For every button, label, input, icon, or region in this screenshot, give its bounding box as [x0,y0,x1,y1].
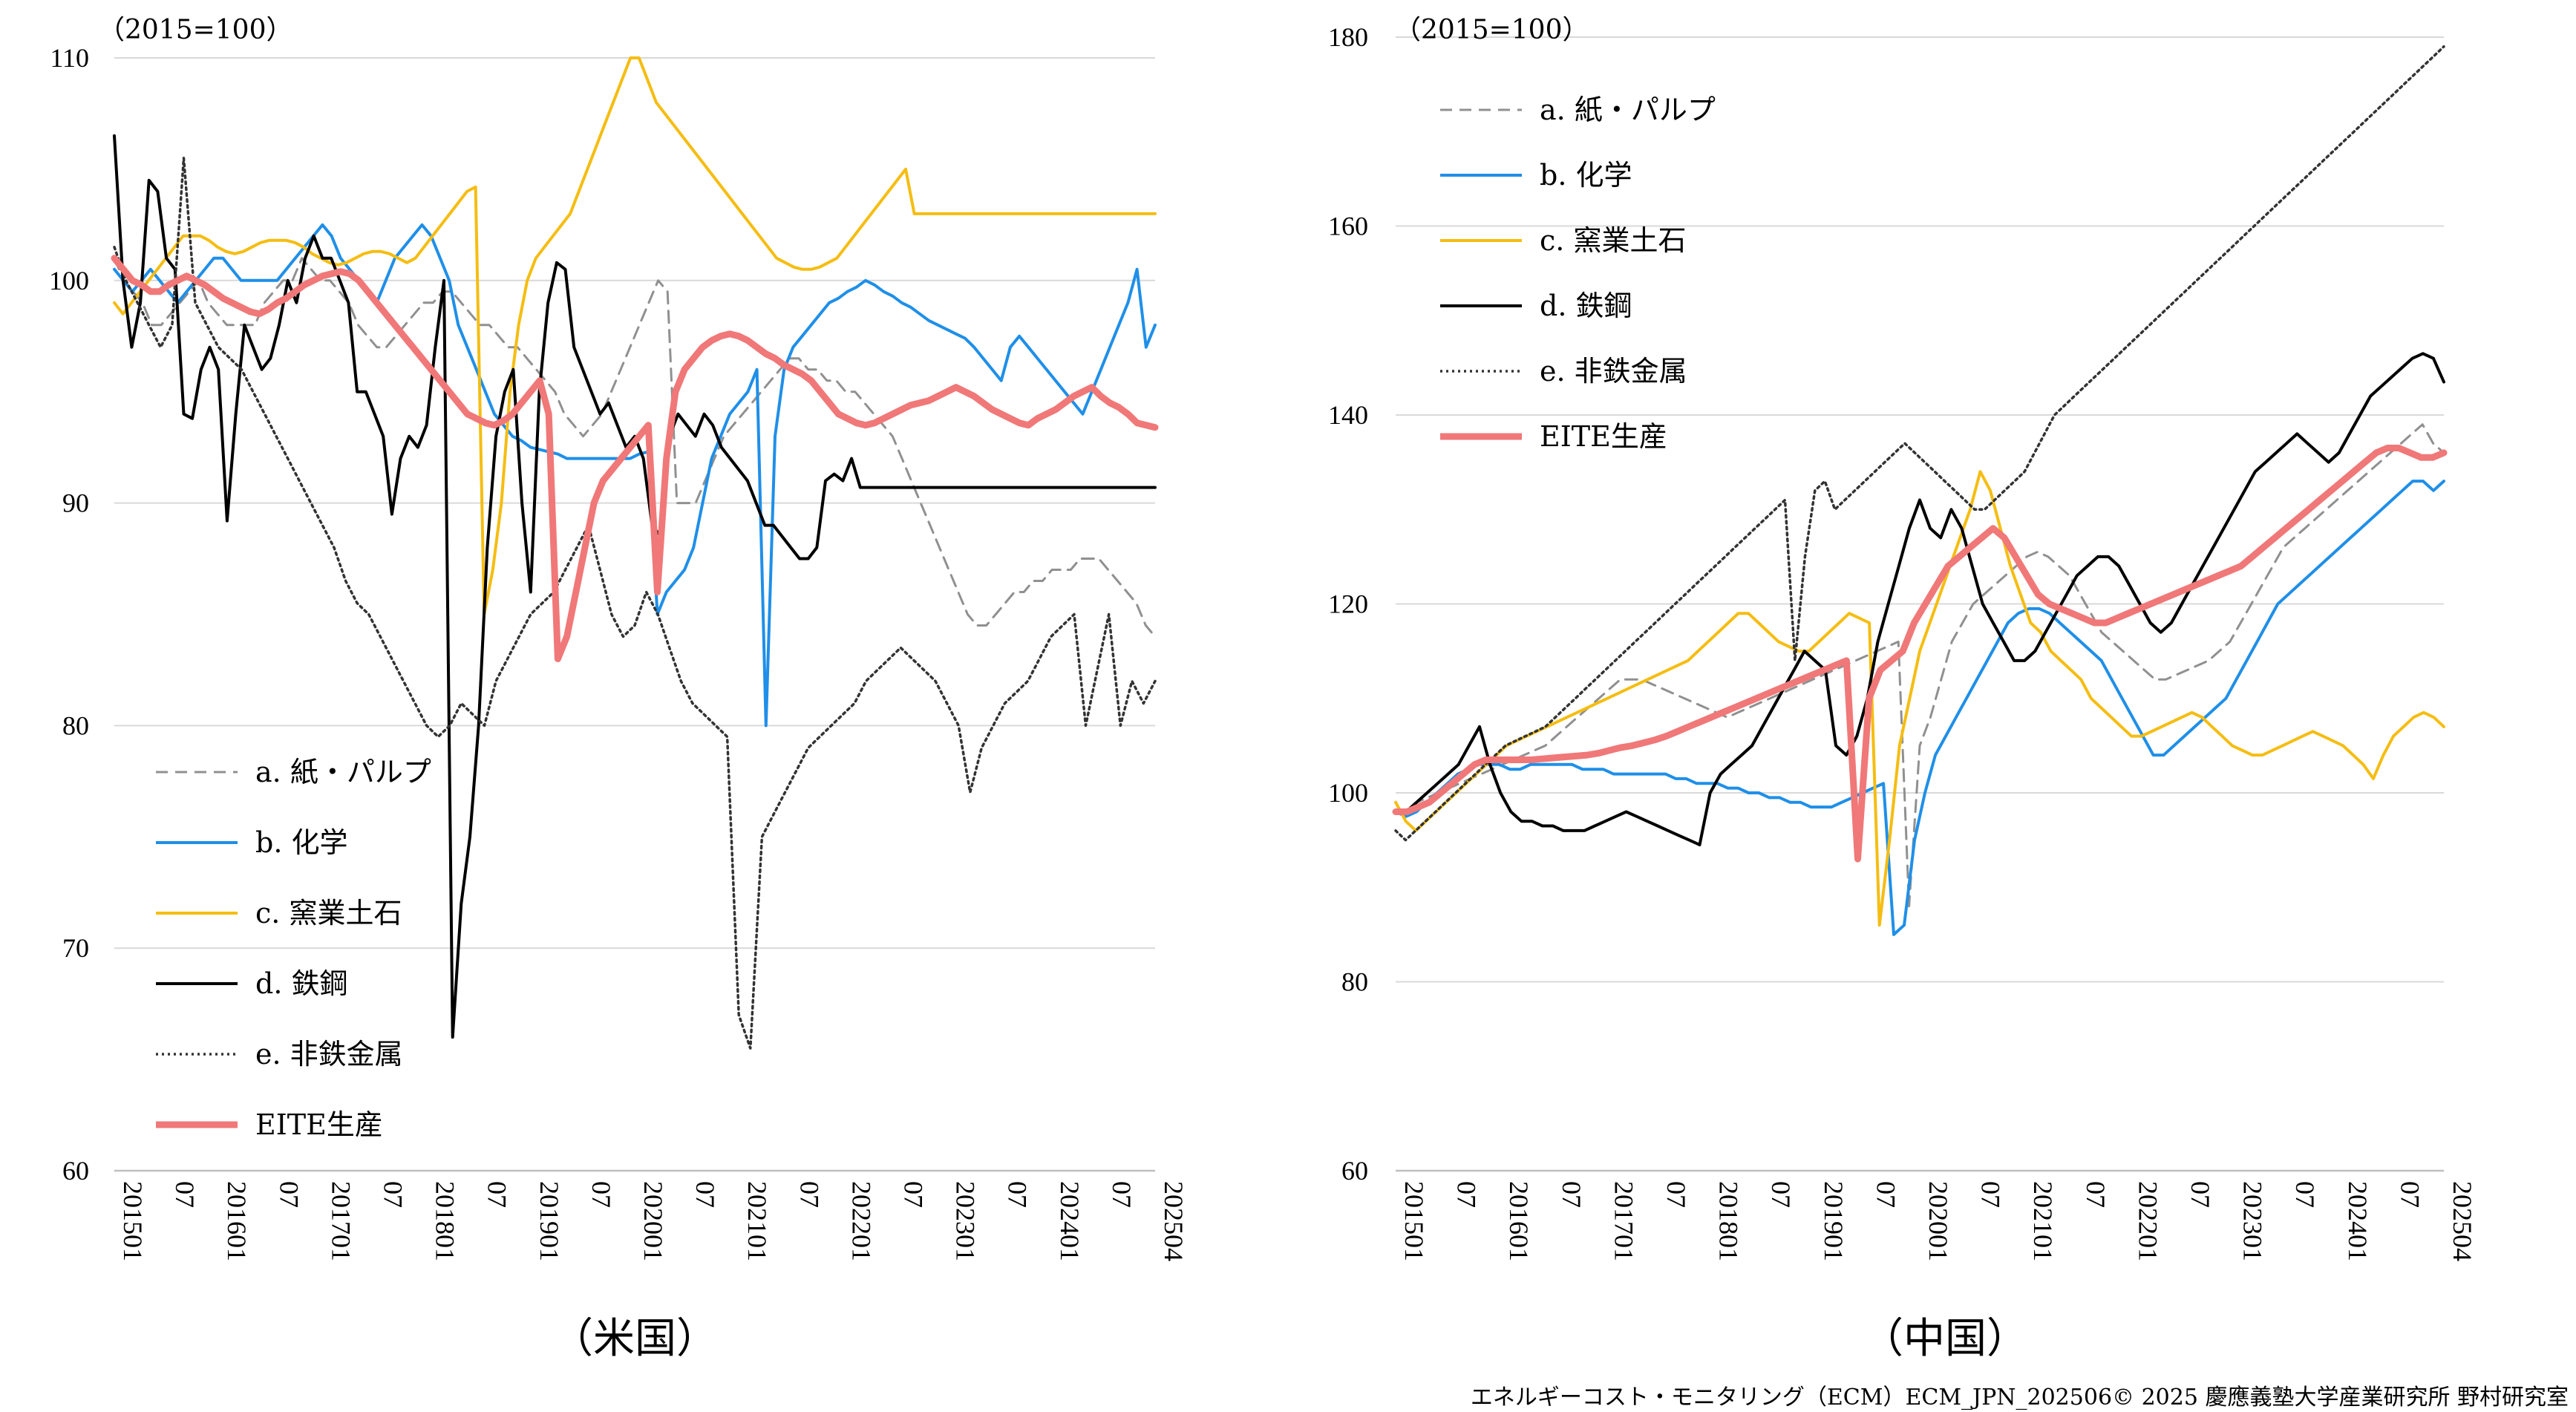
legend-label-1: b. 化学 [255,826,347,859]
y-tick-label: 70 [62,933,89,963]
y-tick-label: 60 [1341,1156,1368,1186]
x-tick-label: 201901 [1819,1181,1848,1261]
y-tick-label: 100 [49,266,89,295]
series-line-2 [113,56,1157,616]
series-line-4 [113,157,1157,1050]
series-line-4 [1394,45,2445,842]
series-line-0 [1394,423,2445,908]
x-tick-label: 07 [1107,1181,1137,1208]
x-tick-label: 07 [2081,1181,2111,1208]
x-tick-label: 07 [794,1181,824,1208]
legend-label-1: b. 化学 [1540,159,1632,192]
x-tick-label: 202504 [1159,1181,1189,1261]
x-tick-label: 07 [483,1181,512,1208]
unit-label: （2015=100） [1394,15,1589,45]
x-tick-label: 202001 [638,1181,668,1261]
series-line-1 [1394,480,2445,936]
footer-credit: エネルギーコスト・モニタリング（ECM）ECM_JPN_202506© 2025… [1471,1385,2569,1411]
x-tick-label: 07 [1452,1181,1482,1208]
chart-panel-1: 60 80 100 120 140 160 180 201501 07 201601 07 20170… [1328,15,2477,1363]
x-tick-label: 07 [586,1181,616,1208]
x-tick-label: 07 [1003,1181,1033,1208]
x-tick-label: 202401 [1055,1181,1085,1261]
chart-panel-0: 60 70 80 90 100 110 201501 07 201601 07 201701 07 20… [49,15,1189,1363]
y-tick-label: 120 [1328,589,1368,619]
legend-label-0: a. 紙・パルプ [255,756,431,788]
x-tick-label: 07 [899,1181,929,1208]
legend-label-5: EITE生産 [255,1108,383,1141]
x-tick-label: 07 [1766,1181,1796,1208]
series-line-3 [113,134,1157,1039]
x-tick-label: 201601 [222,1181,252,1261]
x-tick-label: 201501 [1399,1181,1429,1261]
x-tick-label: 07 [1661,1181,1691,1208]
y-tick-label: 80 [1341,967,1368,997]
x-tick-label: 07 [2186,1181,2215,1208]
legend-label-4: e. 非鉄金属 [1540,355,1687,388]
x-tick-label: 202201 [2133,1181,2163,1261]
x-tick-label: 201901 [535,1181,564,1261]
x-tick-label: 07 [274,1181,304,1208]
x-tick-label: 201501 [118,1181,148,1261]
x-tick-label: 07 [170,1181,200,1208]
x-tick-label: 07 [1557,1181,1586,1208]
y-tick-label: 110 [50,43,89,73]
y-tick-label: 160 [1328,212,1368,241]
x-tick-label: 202504 [2448,1181,2477,1261]
x-tick-label: 201701 [1609,1181,1638,1261]
y-tick-label: 90 [62,488,89,518]
y-tick-label: 140 [1328,400,1368,430]
unit-label: （2015=100） [98,15,293,45]
x-tick-label: 07 [1976,1181,2006,1208]
x-tick-label: 202101 [2028,1181,2058,1261]
legend-label-0: a. 紙・パルプ [1540,94,1716,126]
legend-label-3: d. 鉄鋼 [255,967,347,1000]
x-tick-label: 07 [2290,1181,2320,1208]
y-tick-label: 60 [62,1156,89,1186]
y-tick-label: 80 [62,710,89,740]
x-tick-label: 202401 [2343,1181,2373,1261]
x-tick-label: 07 [690,1181,720,1208]
x-tick-label: 07 [379,1181,408,1208]
panel-subtitle: （中国） [1862,1315,2028,1363]
x-tick-label: 202301 [951,1181,981,1261]
y-tick-label: 180 [1328,22,1368,52]
x-tick-label: 201701 [326,1181,356,1261]
legend: a. 紙・パルプ b. 化学 c. 窯業土石 d. 鉄鋼 e. 非鉄金属 EITE生産 [156,756,431,1141]
x-tick-label: 201601 [1504,1181,1534,1261]
series-line-5 [111,255,1159,662]
legend-label-4: e. 非鉄金属 [255,1038,403,1071]
legend-label-3: d. 鉄鋼 [1540,290,1632,322]
legend-label-2: c. 窯業土石 [1540,224,1686,257]
x-tick-label: 202101 [742,1181,772,1261]
series-line-0 [113,257,1157,638]
x-tick-label: 07 [2395,1181,2425,1208]
legend: a. 紙・パルプ b. 化学 c. 窯業土石 d. 鉄鋼 e. 非鉄金属 EITE生産 [1440,94,1716,453]
panel-subtitle: （米国） [552,1315,718,1363]
series-line-1 [113,223,1157,728]
x-tick-label: 07 [1871,1181,1900,1208]
x-tick-label: 201801 [431,1181,460,1261]
y-tick-label: 100 [1328,778,1368,808]
x-tick-label: 202301 [2238,1181,2268,1261]
x-tick-label: 201801 [1714,1181,1744,1261]
series-line-5 [1392,445,2448,863]
legend-label-5: EITE生産 [1540,420,1667,453]
legend-label-2: c. 窯業土石 [255,897,402,929]
x-tick-label: 202201 [846,1181,876,1261]
series-line-2 [1394,470,2445,927]
x-tick-label: 202001 [1923,1181,1953,1261]
series-line-3 [1394,352,2445,846]
